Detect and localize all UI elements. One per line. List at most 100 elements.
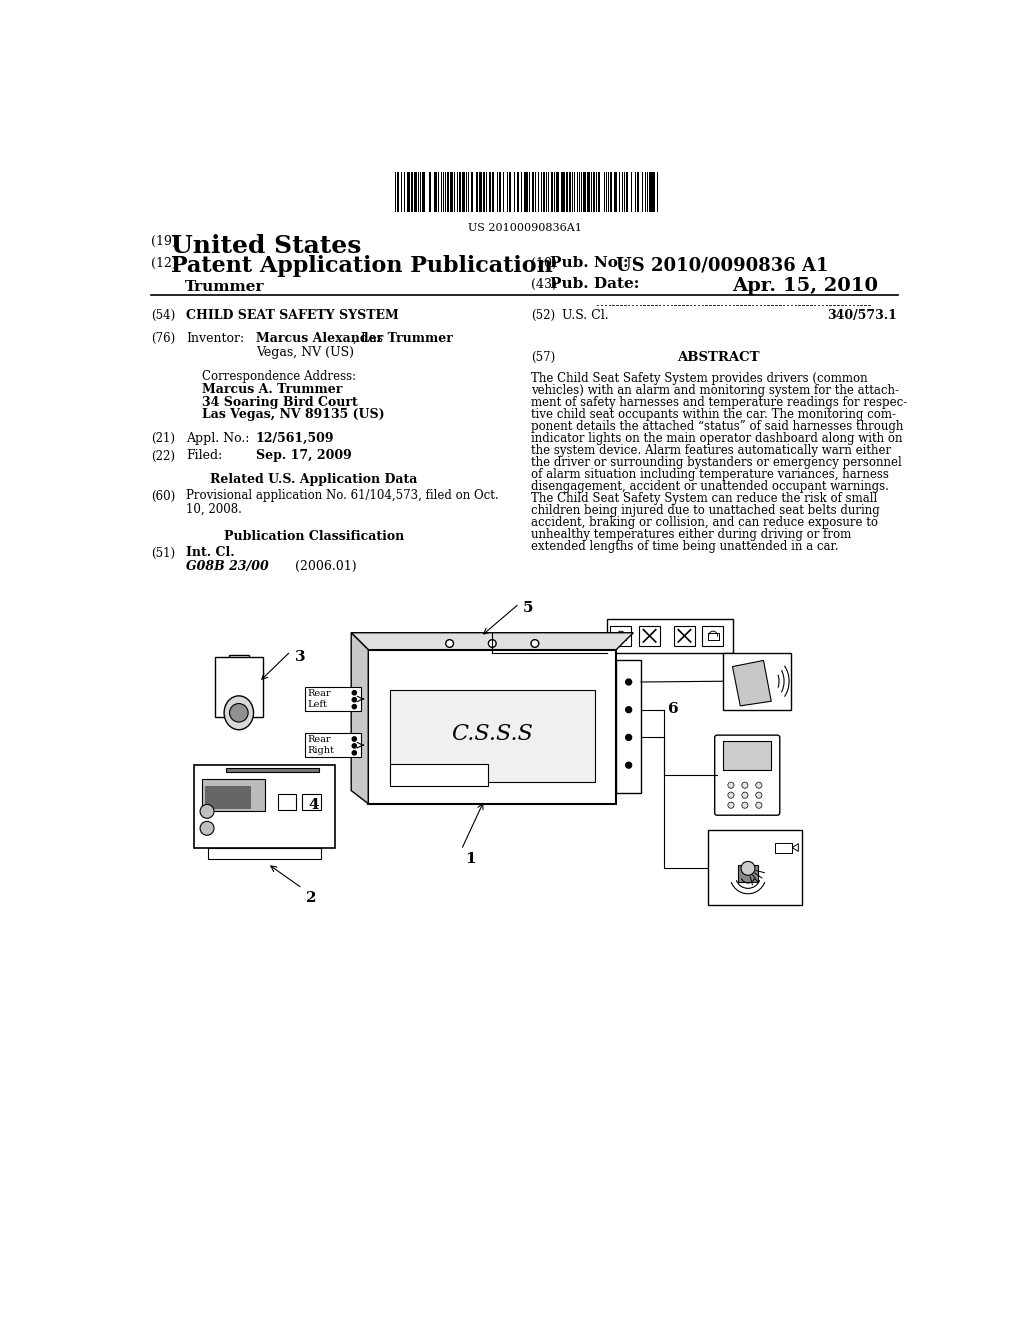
Polygon shape [793, 843, 799, 851]
Circle shape [352, 705, 356, 709]
Bar [208, 849, 321, 859]
Text: (22): (22) [152, 449, 175, 462]
Circle shape [229, 704, 248, 722]
Bar [423, 173, 425, 213]
Circle shape [626, 734, 632, 741]
Text: ponent details the attached “status” of said harnesses through: ponent details the attached “status” of … [531, 420, 903, 433]
Text: C.S.S.S: C.S.S.S [452, 723, 534, 746]
Text: Pub. Date:: Pub. Date: [550, 277, 640, 290]
Bar [493, 173, 494, 213]
Text: (60): (60) [152, 490, 175, 503]
Text: 340/573.1: 340/573.1 [827, 309, 897, 322]
Text: (2006.01): (2006.01) [295, 561, 356, 573]
Text: Trummer: Trummer [184, 280, 264, 294]
Text: Publication Classification: Publication Classification [224, 529, 404, 543]
Bar [610, 173, 612, 213]
Text: Apr. 15, 2010: Apr. 15, 2010 [732, 277, 879, 294]
Circle shape [352, 697, 356, 702]
Bar [723, 741, 771, 770]
Bar [479, 173, 480, 213]
Circle shape [352, 737, 356, 742]
Bar [509, 173, 511, 213]
Bar [524, 173, 525, 213]
Text: 4: 4 [308, 799, 319, 812]
Bar [598, 173, 600, 213]
Bar [305, 733, 360, 758]
Bar [462, 173, 464, 213]
Bar [589, 173, 590, 213]
Text: 34 Soaring Bird Court: 34 Soaring Bird Court [202, 396, 357, 409]
Bar [615, 173, 617, 213]
Ellipse shape [224, 696, 254, 730]
Bar [194, 766, 335, 849]
Bar [551, 173, 554, 213]
Bar [615, 632, 627, 640]
Bar [639, 626, 659, 645]
Text: Inventor:: Inventor: [186, 331, 245, 345]
Bar [585, 173, 586, 213]
Bar [635, 173, 636, 213]
Circle shape [488, 640, 496, 647]
Text: The Child Seat Safety System can reduce the risk of small: The Child Seat Safety System can reduce … [531, 492, 878, 504]
Bar [642, 173, 643, 213]
Text: US 2010/0090836 A1: US 2010/0090836 A1 [616, 256, 828, 275]
Text: extended lengths of time being unattended in a car.: extended lengths of time being unattende… [531, 540, 839, 553]
Text: of alarm situation including temperature variances, harness: of alarm situation including temperature… [531, 469, 889, 480]
Bar [708, 632, 719, 640]
Text: Related U.S. Application Data: Related U.S. Application Data [210, 473, 418, 486]
Text: United States: United States [171, 234, 361, 257]
Text: Las Vegas, NV 89135 (US): Las Vegas, NV 89135 (US) [202, 408, 384, 421]
Text: the driver or surrounding bystanders or emergency personnel: the driver or surrounding bystanders or … [531, 455, 902, 469]
Text: The Child Seat Safety System provides drivers (common: The Child Seat Safety System provides dr… [531, 372, 867, 385]
Text: US 20100090836A1: US 20100090836A1 [468, 223, 582, 234]
Bar [471, 173, 473, 213]
Text: Filed:: Filed: [186, 449, 222, 462]
Bar [653, 173, 655, 213]
Text: (21): (21) [152, 432, 175, 445]
Bar [616, 660, 641, 793]
Text: ment of safety harnesses and temperature readings for respec-: ment of safety harnesses and temperature… [531, 396, 907, 409]
Bar [500, 173, 501, 213]
Circle shape [756, 792, 762, 799]
Text: children being injured due to unattached seat belts during: children being injured due to unattached… [531, 504, 880, 516]
Bar [390, 690, 595, 781]
Bar [674, 626, 694, 645]
Text: Pub. No.:: Pub. No.: [550, 256, 629, 271]
Circle shape [756, 781, 762, 788]
Circle shape [756, 803, 762, 808]
Bar [561, 173, 563, 213]
Circle shape [741, 862, 755, 875]
Text: Rear
Right: Rear Right [308, 735, 335, 755]
Text: Sep. 17, 2009: Sep. 17, 2009 [256, 449, 351, 462]
Bar [557, 173, 559, 213]
Bar [369, 649, 616, 804]
Text: Provisional application No. 61/104,573, filed on Oct.: Provisional application No. 61/104,573, … [186, 490, 499, 503]
Bar [622, 173, 624, 213]
Bar [278, 795, 296, 810]
Bar [535, 173, 537, 213]
Bar [483, 173, 484, 213]
Bar [224, 661, 254, 672]
Bar [202, 779, 265, 812]
Text: (10): (10) [531, 257, 557, 271]
Bar [543, 173, 545, 213]
Bar [528, 173, 530, 213]
Polygon shape [351, 632, 633, 649]
Bar [226, 768, 319, 772]
Circle shape [626, 762, 632, 768]
Circle shape [626, 678, 632, 685]
Circle shape [728, 792, 734, 799]
Bar [607, 619, 732, 653]
Bar [476, 173, 477, 213]
Text: 3: 3 [295, 649, 305, 664]
Bar [489, 173, 490, 213]
Bar [627, 173, 628, 213]
Bar [497, 173, 499, 213]
Polygon shape [351, 632, 369, 804]
Text: (19): (19) [152, 235, 177, 248]
Bar [569, 173, 570, 213]
Bar [517, 173, 519, 213]
Circle shape [352, 751, 356, 755]
Circle shape [728, 781, 734, 788]
Text: (76): (76) [152, 331, 175, 345]
